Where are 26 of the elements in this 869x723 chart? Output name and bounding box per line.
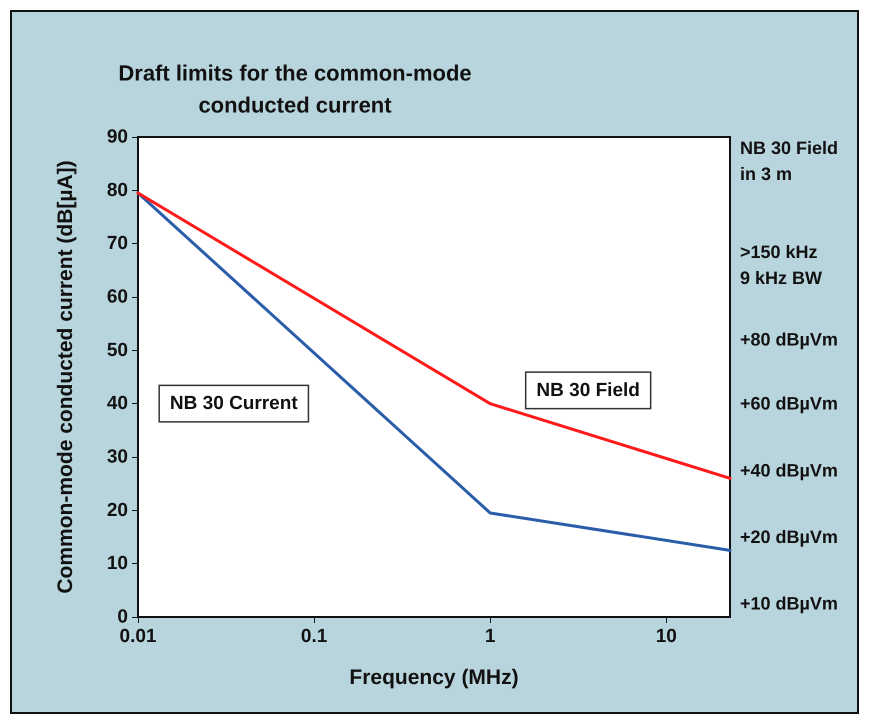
y-tick-label: 10 (106, 553, 128, 574)
y-tick-label: 80 (106, 180, 128, 201)
series-label: NB 30 Field (536, 380, 640, 401)
x-axis-title: Frequency (MHz) (349, 666, 519, 689)
text: +20 dBµVm (740, 527, 838, 547)
y-tick-label: 60 (106, 286, 128, 308)
text: +40 dBµVm (740, 460, 838, 480)
y-tick-label: 90 (106, 126, 128, 148)
x-tick-label: 0.01 (120, 626, 157, 647)
y-tick-label: 0 (117, 606, 128, 628)
text: +60 dBµVm (740, 394, 838, 414)
text: +80 dBµVm (740, 330, 838, 350)
y-tick-label: 30 (106, 446, 128, 468)
x-tick-label: 10 (656, 626, 677, 647)
y-axis-title: Common-mode conducted current (dB[µA]) (54, 160, 77, 594)
text: NB 30 Field in 3 m (740, 138, 838, 184)
chart-title: Draft limits for the common-mode conducted current (118, 60, 472, 118)
y-tick-label: 70 (106, 233, 128, 254)
y-tick-label: 50 (106, 340, 128, 361)
text: >150 kHz 9 kHz BW (740, 242, 822, 288)
text: +10 dBµVm (740, 594, 838, 614)
x-tick-label: 0.1 (300, 626, 328, 647)
x-tick-label: 1 (484, 626, 496, 647)
y-tick-label: 40 (106, 393, 128, 414)
text: NB 30 Current (170, 393, 298, 414)
y-tick-label: 20 (106, 500, 128, 521)
